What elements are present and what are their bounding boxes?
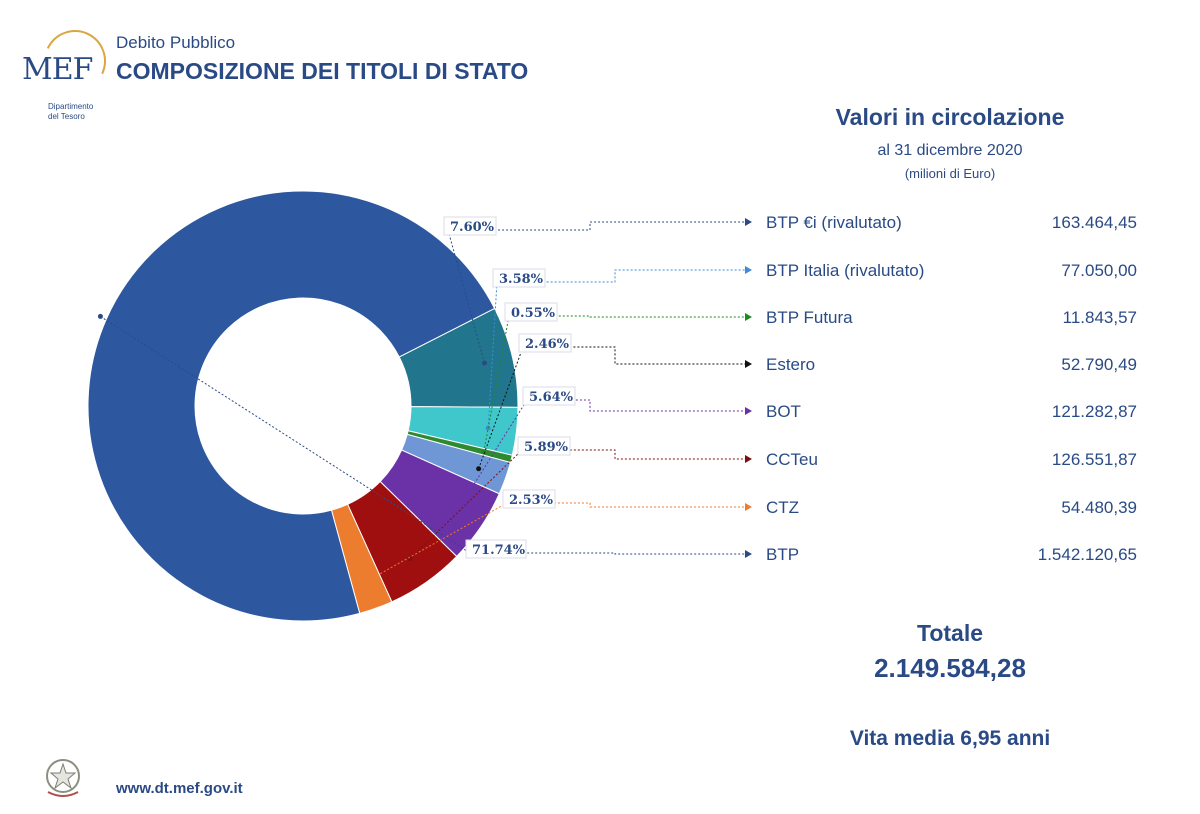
value-label: 54.480,39 — [1061, 498, 1137, 517]
value-label: 1.542.120,65 — [1038, 545, 1137, 564]
category-label: BTP Futura — [766, 308, 853, 327]
connector-line — [409, 449, 746, 560]
connector-line — [100, 315, 746, 555]
value-label: 126.551,87 — [1052, 450, 1137, 469]
percent-label-box — [504, 302, 558, 322]
connector-arrow — [745, 266, 752, 274]
percent-label-box — [517, 436, 571, 456]
percent-label: 5.89% — [524, 440, 569, 455]
percent-label-box — [518, 333, 572, 353]
connector-arrow — [745, 455, 752, 463]
value-label: 52.790,49 — [1061, 355, 1137, 374]
connector-arrow — [745, 550, 752, 558]
page-subtitle: Debito Pubblico — [116, 33, 236, 52]
percent-label-box — [492, 268, 546, 288]
values-date: al 31 dicembre 2020 — [877, 142, 1023, 159]
percent-label: 2.53% — [509, 493, 554, 508]
category-label: Estero — [766, 355, 815, 374]
connector-arrow — [745, 313, 752, 321]
value-label: 11.843,57 — [1063, 308, 1137, 327]
total-label: Totale — [916, 620, 984, 646]
connector-line — [478, 346, 746, 469]
value-label: 163.464,45 — [1052, 213, 1137, 232]
category-label: CCTeu — [766, 450, 818, 469]
connector-arrow — [745, 218, 752, 226]
category-label: BTP €i (rivalutato) — [766, 213, 902, 232]
vita-media: Vita media 6,95 anni — [849, 727, 1051, 750]
percent-label-box — [502, 489, 556, 509]
italian-republic-emblem-icon — [46, 759, 80, 797]
value-label: 77.050,00 — [1061, 261, 1137, 280]
percent-label: 71.74% — [472, 543, 526, 558]
logo-subtitle: Dipartimento del Tesoro — [48, 102, 94, 121]
category-label: BTP Italia (rivalutato) — [766, 261, 924, 280]
percent-label-box — [522, 386, 576, 406]
percent-label-box — [465, 539, 527, 559]
donut-slice — [87, 190, 496, 622]
percent-label-box — [443, 216, 497, 236]
total-value: 2.149.584,28 — [874, 653, 1026, 683]
mef-logo: MEF Dipartimento del Tesoro — [18, 21, 115, 130]
footer-url[interactable]: www.dt.mef.gov.it — [116, 780, 243, 797]
page-title: COMPOSIZIONE DEI TITOLI DI STATO — [116, 58, 529, 84]
percent-label: 3.58% — [499, 272, 544, 287]
values-title: Valori in circolazione — [835, 104, 1065, 130]
percent-label: 2.46% — [525, 337, 570, 352]
values-unit: (milioni di Euro) — [904, 166, 996, 181]
connector-arrow — [745, 360, 752, 368]
category-label: BTP — [766, 545, 799, 564]
connector-arrow — [745, 407, 752, 415]
connector-arrow — [745, 503, 752, 511]
percent-label: 5.64% — [529, 390, 574, 405]
connector-line — [487, 269, 746, 429]
percent-label: 7.60% — [450, 220, 495, 235]
connector-line — [366, 502, 746, 582]
connector-line — [483, 315, 746, 452]
category-label: BOT — [766, 402, 801, 421]
connector-line — [456, 399, 746, 512]
logo-text: MEF — [22, 52, 93, 87]
value-label: 121.282,87 — [1052, 402, 1137, 421]
percent-label: 0.55% — [511, 306, 556, 321]
category-label: CTZ — [766, 498, 799, 517]
